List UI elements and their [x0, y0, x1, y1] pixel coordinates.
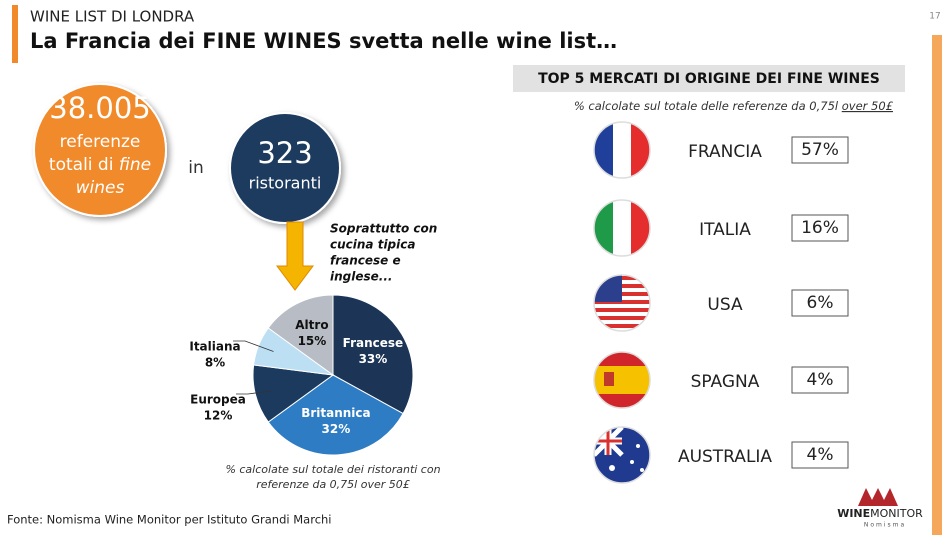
slice-value: 12%: [204, 409, 233, 423]
flag-france: [594, 122, 650, 178]
slice-label: Francese: [343, 336, 404, 350]
share-box: [791, 214, 849, 242]
cuisine-note-line: Soprattutto con: [330, 222, 437, 236]
title: La Francia dei FINE WINES svetta nelle w…: [30, 29, 617, 53]
country: FRANCIA: [688, 142, 762, 162]
total-desc: referenze: [60, 132, 141, 152]
flag-italy: [594, 200, 650, 256]
markets-subtitle: over 50£: [842, 99, 894, 113]
arrow: [276, 221, 314, 291]
cuisine-note-line: inglese...: [330, 270, 392, 284]
logo-mark: [858, 488, 898, 506]
leader-line: [236, 390, 272, 395]
slice-value: 15%: [298, 334, 327, 348]
pie-slice: [267, 374, 404, 456]
markets-subtitle: % calcolate sul totale delle referenze d…: [574, 99, 839, 113]
share: 16%: [801, 218, 839, 238]
country: ITALIA: [699, 220, 751, 240]
pie-chart: Francese 33% Britannica 32% Europea 12% Italia…: [189, 294, 441, 491]
restaurants-label: ristoranti: [249, 174, 322, 193]
slice-value: 32%: [322, 422, 351, 436]
restaurants-circle: [229, 112, 341, 224]
leader-line: [233, 340, 274, 352]
pie-note: referenze da 0,75l over 50£: [256, 478, 411, 491]
country: SPAGNA: [691, 372, 760, 392]
slice-label: Europea: [190, 393, 246, 407]
share: 4%: [807, 445, 834, 465]
flag-ring: [593, 351, 651, 409]
slice-label: Italiana: [189, 340, 240, 354]
flag-ring: [593, 199, 651, 257]
flag-spain: [594, 352, 650, 408]
pie-note: % calcolate sul totale dei ristoranti co…: [225, 463, 440, 476]
markets-list: FRANCIA 57% ITALIA 16% USA 6% SPAGNA 4% AUSTRALI…: [593, 121, 849, 484]
markets-subtitle: % calcolate sul totale delle referenze d…: [574, 99, 894, 113]
flag-usa: [594, 275, 650, 331]
total-circle: [33, 83, 167, 217]
total-desc: fine: [119, 155, 151, 175]
share-box: [791, 289, 849, 317]
share-box: [791, 366, 849, 394]
country: AUSTRALIA: [678, 447, 772, 467]
banner: [513, 65, 905, 92]
total-desc: wines: [76, 178, 125, 198]
slice-label: Altro: [295, 318, 328, 332]
flag-ring: [593, 121, 651, 179]
share-box: [791, 136, 849, 164]
side-bar: [932, 35, 942, 535]
share: 4%: [807, 370, 834, 390]
source: Fonte: Nomisma Wine Monitor per Istituto…: [7, 513, 332, 527]
total-desc: totali di fine: [49, 155, 151, 175]
markets-title: TOP 5 MERCATI DI ORIGINE DEI FINE WINES: [538, 71, 880, 87]
flag-ring: [593, 426, 651, 484]
slice-label: Britannica: [301, 406, 370, 420]
flag-ring: [593, 274, 651, 332]
cuisine-note-line: cucina tipica: [330, 238, 415, 252]
in-label: in: [188, 158, 204, 178]
share-box: [791, 441, 849, 469]
pie-slice: [267, 294, 334, 376]
pie-slice: [332, 294, 414, 415]
cuisine-note-line: francese e: [330, 254, 401, 268]
accent-bar: [12, 5, 18, 63]
pie-slice: [252, 364, 335, 423]
restaurants: 323: [257, 136, 312, 170]
slice-value: 33%: [359, 352, 388, 366]
country: USA: [707, 295, 743, 315]
cuisine-note: Soprattutto con cucina tipica francese e in…: [330, 222, 437, 284]
logo: WINEMONITOR: [837, 507, 923, 520]
logo-sub: Nomisma: [864, 522, 906, 529]
share: 6%: [807, 293, 834, 313]
logo: MONITOR: [870, 507, 923, 520]
page-number: 17: [929, 12, 940, 22]
section: WINE LIST DI LONDRA: [30, 8, 195, 26]
slice-value: 8%: [205, 356, 225, 370]
share: 57%: [801, 140, 839, 160]
total: 38.005: [49, 91, 150, 125]
total-desc: totali di: [49, 155, 114, 175]
logo: WINE: [837, 507, 870, 520]
